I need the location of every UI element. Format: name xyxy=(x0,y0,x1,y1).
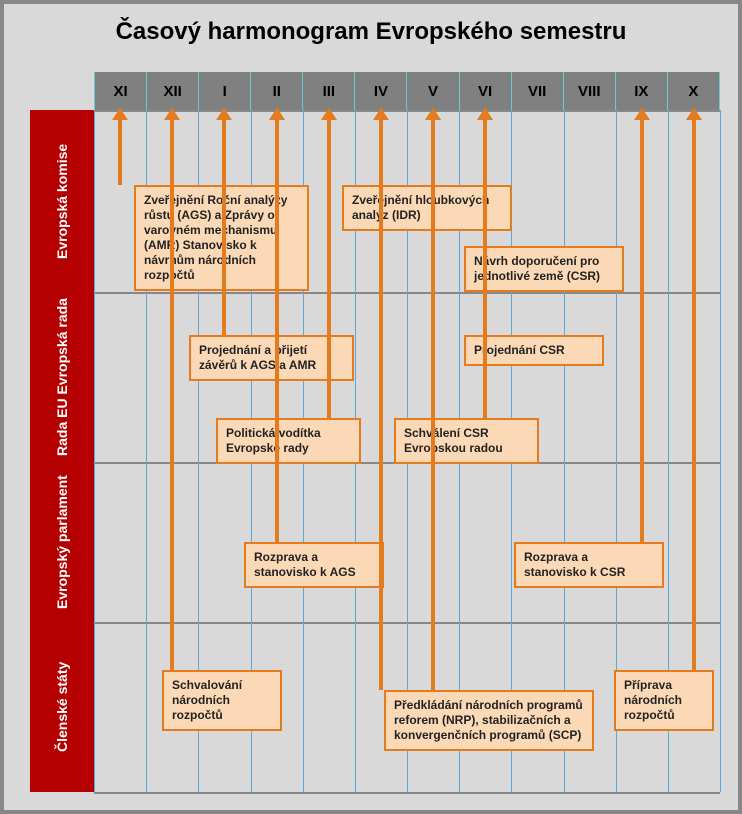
row-label: Rada EU Evropská rada xyxy=(30,292,94,462)
month-header-row: XIXIIIIIIIIIVVVIVIIVIIIIXX xyxy=(94,72,720,110)
arrow xyxy=(118,110,122,185)
arrow xyxy=(275,110,279,542)
timeline-box: Schválení CSR Evropskou radou xyxy=(394,418,539,464)
timeline-box: Rozprava a stanovisko k AGS xyxy=(244,542,384,588)
arrow xyxy=(379,110,383,690)
grid-area: Zveřejnění Roční analýzy růstu (AGS) a Z… xyxy=(94,110,720,792)
timeline-box: Předkládání národních programů reforem (… xyxy=(384,690,594,751)
timeline-box: Návrh doporučení pro jednotlivé země (CS… xyxy=(464,246,624,292)
row-label: Členské státy xyxy=(30,622,94,792)
month-header: XI xyxy=(94,72,147,110)
month-header: X xyxy=(668,72,720,110)
month-header: I xyxy=(199,72,251,110)
timeline-box: Rozprava a stanovisko k CSR xyxy=(514,542,664,588)
month-header: XII xyxy=(147,72,199,110)
month-header: V xyxy=(407,72,459,110)
month-header: IX xyxy=(616,72,668,110)
arrow xyxy=(170,110,174,670)
chart-area: XIXIIIIIIIIIVVVIVIIVIIIIXX Evropská komi… xyxy=(30,72,720,792)
month-header: IV xyxy=(355,72,407,110)
timeline-box: Politická vodítka Evropské rady xyxy=(216,418,361,464)
arrow xyxy=(640,110,644,542)
row-label: Evropská komise xyxy=(30,110,94,292)
arrow xyxy=(327,110,331,418)
diagram-frame: Časový harmonogram Evropského semestru X… xyxy=(0,0,742,814)
timeline-box: Schvalování národních rozpočtů xyxy=(162,670,282,731)
month-header: VIII xyxy=(564,72,616,110)
arrow xyxy=(692,110,696,670)
month-header: II xyxy=(251,72,303,110)
timeline-box: Příprava národních rozpočtů xyxy=(614,670,714,731)
diagram-title: Časový harmonogram Evropského semestru xyxy=(4,4,738,60)
month-header: VII xyxy=(512,72,564,110)
month-header: VI xyxy=(460,72,512,110)
row-label: Evropský parlament xyxy=(30,462,94,622)
arrow xyxy=(483,110,487,418)
arrow xyxy=(431,110,435,690)
month-header: III xyxy=(303,72,355,110)
arrow xyxy=(222,110,226,335)
